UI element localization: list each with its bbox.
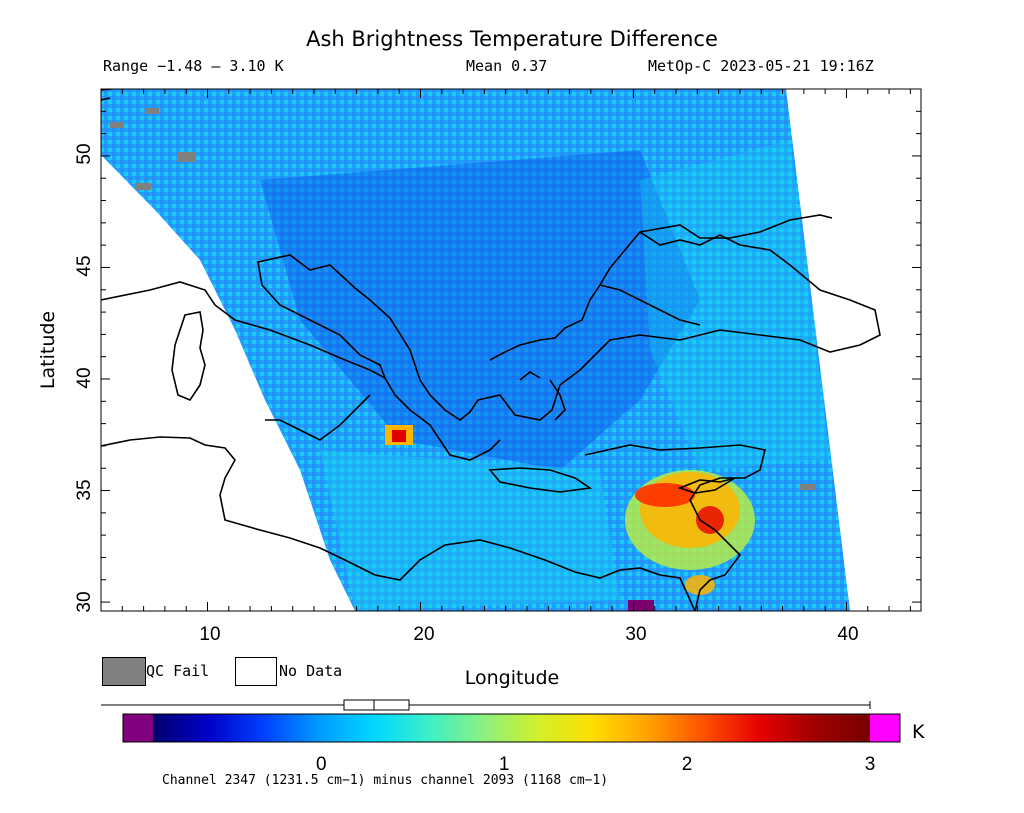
colorbar-unit: K	[912, 721, 925, 743]
colorbar-over	[870, 714, 900, 742]
x-tick-10: 10	[199, 624, 220, 645]
colorbar-under	[123, 714, 153, 742]
purple-spot	[628, 600, 654, 611]
footnote: Channel 2347 (1231.5 cm−1) minus channel…	[162, 773, 609, 788]
data-swath	[101, 89, 881, 611]
qc-fail-pixels	[110, 108, 816, 490]
x-tick-40: 40	[837, 624, 858, 645]
mean-text: Mean 0.37	[466, 57, 548, 75]
plot-frame	[100, 88, 922, 612]
colorbar	[122, 713, 901, 743]
range-text: Range −1.48 – 3.10 K	[103, 57, 284, 75]
y-axis-label: Latitude	[37, 311, 59, 389]
x-tick-30: 30	[625, 624, 646, 645]
colorbar-tick-label: 0	[316, 754, 327, 775]
coastlines	[101, 89, 881, 611]
y-tick-30: 30	[74, 591, 95, 612]
y-tick-40: 40	[74, 367, 95, 388]
no-data-label: No Data	[279, 662, 343, 680]
axis-ticks	[100, 88, 921, 611]
x-axis-label: Longitude	[465, 667, 560, 689]
colorbar-tick-labels: 0 1 2 3	[316, 754, 875, 775]
colorbar-frame	[122, 713, 901, 743]
colorbar-tick-label: 3	[865, 754, 876, 775]
y-tick-35: 35	[74, 479, 95, 500]
colorbar-tick-label: 2	[682, 754, 693, 775]
qc-fail-label: QC Fail	[146, 662, 210, 680]
x-tick-20: 20	[413, 624, 434, 645]
chart-title: Ash Brightness Temperature Difference	[306, 27, 718, 51]
y-tick-50: 50	[74, 143, 95, 164]
small-hotspot	[385, 425, 413, 445]
swath-blue-center	[260, 150, 700, 470]
y-tick-45: 45	[74, 255, 95, 276]
distribution-boxplot	[101, 699, 871, 711]
no-data-swatch	[235, 657, 277, 686]
satellite-time-text: MetOp-C 2023-05-21 19:16Z	[648, 57, 874, 75]
swath-cyan-south	[320, 450, 620, 611]
colorbar-ramp	[153, 714, 870, 742]
colorbar-tick-label: 1	[499, 754, 510, 775]
qc-fail-swatch	[102, 657, 146, 686]
ash-plume	[625, 470, 755, 595]
